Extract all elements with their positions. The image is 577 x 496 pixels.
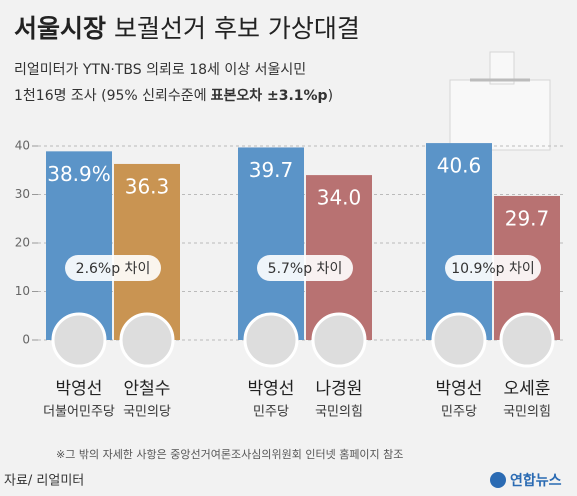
source: 자료/ 리얼미터 [4,474,84,489]
y-tick-label: 40 [15,139,30,153]
subtitle-part: ) [328,88,333,104]
candidate-name: 박영선 [248,379,295,399]
candidate-photo [431,312,487,368]
candidate-name: 나경원 [316,379,363,399]
logo: 연합뉴스 [510,472,562,489]
subtitle: 1천16명 조사 (95% 신뢰수준에 표본오차 ±3.1%p) [14,88,333,104]
candidate-name: 안철수 [124,379,171,399]
logo-icon [490,472,506,488]
value-label: 40.6 [437,154,482,178]
subtitle-part: 1천16명 조사 (95% 신뢰수준에 [14,88,207,104]
value-label: 29.7 [505,206,550,230]
candidate-photo [499,312,555,368]
candidate-photo [311,312,367,368]
title-rest: 보궐선거 후보 가상대결 [114,14,360,43]
subtitle-bold: 표본오차 ±3.1%p [211,88,328,104]
y-tick-label: 10 [15,284,30,298]
y-tick-label: 20 [15,236,30,250]
candidate-party: 민주당 [441,405,477,420]
title-bold: 서울시장 [14,14,106,43]
diff-pill [445,255,541,281]
diff-pill [65,255,161,281]
chart-title: 서울시장 보궐선거 후보 가상대결 [14,14,360,43]
candidate-party: 국민의당 [123,405,171,420]
candidate-name: 오세훈 [504,379,551,399]
candidate-photo [51,312,107,368]
value-label: 39.7 [249,158,294,182]
value-label: 38.9% [47,162,111,186]
candidate-photo [243,312,299,368]
y-tick-label: 0 [22,333,30,347]
diff-label: 10.9%p 차이 [451,261,535,277]
footnote: ※그 밖의 자세한 사항은 중앙선거여론조사심의위원회 인터넷 홈페이지 참조 [56,447,403,461]
bar [114,163,180,340]
candidate-name: 박영선 [56,379,103,399]
diff-label: 2.6%p 차이 [76,261,151,277]
y-tick-label: 30 [15,187,30,201]
candidate-party: 국민의힘 [503,405,551,420]
ballot-box-icon [449,51,551,151]
subtitle: 리얼미터가 YTN·TBS 의뢰로 18세 이상 서울시민 [14,62,306,78]
diff-pill [257,255,353,281]
candidate-party: 민주당 [253,405,289,420]
bar [426,143,492,340]
candidate-party: 더불어민주당 [43,405,115,420]
bar [238,147,304,340]
diff-label: 5.7%p 차이 [268,261,343,277]
bar [46,151,112,340]
value-label: 36.3 [125,174,170,198]
value-label: 34.0 [317,186,362,210]
candidate-party: 국민의힘 [315,405,363,420]
candidate-name: 박영선 [436,379,483,399]
candidate-photo [119,312,175,368]
